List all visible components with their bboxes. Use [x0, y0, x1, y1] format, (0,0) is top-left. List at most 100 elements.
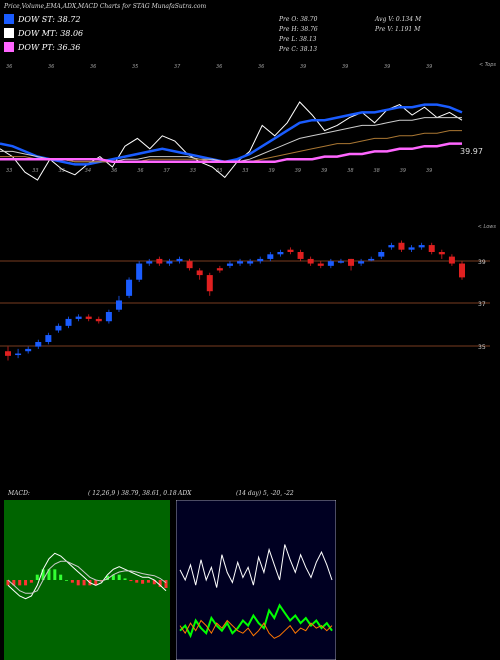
legend-dow-st: DOW ST: 38.72 — [4, 14, 80, 24]
macd-histogram-bar — [47, 569, 51, 580]
legend-dow-pt: DOW PT: 36.36 — [4, 42, 80, 52]
top-tick-label: 39 — [426, 64, 432, 70]
adx-panel — [176, 500, 336, 660]
bottom-tick-label: 33 — [242, 168, 248, 174]
candle-body — [277, 252, 284, 255]
macd-histogram-bar — [117, 574, 121, 580]
bottom-tick-label: 37 — [164, 168, 171, 174]
top-tick-label: 39 — [384, 64, 390, 70]
candle-body — [307, 258, 314, 264]
candle-body — [237, 261, 244, 264]
candle-body — [327, 261, 334, 266]
macd-histogram-bar — [141, 580, 145, 584]
macd-histogram-bar — [76, 580, 80, 586]
bottom-tick-label: 33 — [59, 168, 65, 174]
candle-body — [5, 351, 11, 356]
top-tick-label: 39 — [342, 64, 348, 70]
macd-title: MACD: — [8, 490, 30, 497]
stat-pre-volume: Pre V: 1.191 M — [375, 26, 421, 33]
candle-body — [105, 312, 112, 322]
macd-histogram-bar — [158, 580, 162, 587]
macd-series-line — [7, 560, 167, 594]
adx-series-line — [179, 619, 333, 639]
candle-body — [196, 270, 203, 276]
last-value-label: 39.97 — [460, 147, 483, 156]
macd-histogram-bar — [6, 580, 10, 586]
macd-histogram-bar — [65, 580, 69, 581]
candle-body — [226, 263, 233, 266]
bottom-tick-label: 33 — [6, 168, 12, 174]
top-tick-label: 39 — [300, 64, 306, 70]
top-tick-label: 35 — [132, 64, 138, 70]
macd-histogram-bar — [29, 580, 33, 583]
macd-histogram-bar — [70, 580, 74, 583]
bottom-tick-label: 39 — [400, 168, 406, 174]
adx-subtitle: (14 day) 5, -20, -22 — [236, 490, 294, 497]
macd-histogram-bar — [12, 580, 16, 586]
macd-histogram-bar — [82, 580, 86, 586]
macd-histogram-bar — [105, 575, 109, 580]
candle-body — [15, 353, 22, 356]
adx-title: ADX — [178, 490, 192, 497]
candle-body — [348, 258, 355, 266]
macd-histogram-bar — [135, 580, 139, 583]
macd-histogram-bar — [152, 580, 156, 585]
ema-series-line — [0, 117, 462, 163]
candle-body — [247, 261, 254, 264]
macd-histogram-bar — [24, 580, 28, 586]
bottom-tick-label: 36 — [111, 168, 117, 174]
candle-body — [156, 258, 163, 264]
candle-body — [186, 261, 193, 269]
legend-swatch-st — [4, 14, 14, 24]
legend-label-st: DOW ST: 38.72 — [18, 14, 81, 24]
bottom-tick-label: 33 — [32, 168, 38, 174]
legend-label-mt: DOW MT: 38.06 — [18, 28, 84, 38]
stat-close: Pre C: 38.13 — [279, 46, 318, 53]
macd-histogram-bar — [111, 574, 115, 580]
bottom-tick-label: 34 — [85, 168, 91, 174]
macd-histogram-bar — [164, 580, 168, 588]
candle-body — [35, 342, 42, 347]
candle-body — [206, 275, 213, 292]
bottom-tick-label: 33 — [190, 168, 196, 174]
bottom-tick-label: 38 — [347, 168, 353, 174]
candle-body — [75, 316, 82, 319]
legend-swatch-mt — [4, 28, 14, 38]
price-level-label-39: 39 — [478, 259, 486, 266]
bottom-tick-label: 39 — [321, 168, 327, 174]
stat-open: Pre O: 38.70 — [279, 16, 318, 23]
top-tick-label: 37 — [174, 64, 181, 70]
candle-body — [166, 261, 173, 264]
macd-histogram-bar — [35, 574, 39, 580]
top-tick-label: 36 — [90, 64, 96, 70]
ema-series-line — [0, 103, 463, 166]
macd-series-line — [7, 552, 167, 600]
stat-low: Pre L: 38.13 — [279, 36, 317, 43]
candle-body — [448, 256, 455, 264]
legend-dow-mt: DOW MT: 38.06 — [4, 28, 83, 38]
candle-body — [176, 258, 183, 262]
candle-body — [267, 254, 274, 259]
candle-body — [136, 263, 143, 280]
bottom-tick-label: 36 — [137, 168, 143, 174]
ema-series-line — [0, 101, 463, 181]
candle-body — [428, 245, 435, 252]
candle-body — [368, 258, 375, 261]
candle-body — [459, 263, 465, 278]
bottom-tick-label: 33 — [216, 168, 222, 174]
candle-body — [95, 318, 102, 322]
stat-avg-volume: Avg V: 0.134 M — [375, 16, 422, 23]
macd-histogram-bar — [41, 569, 45, 580]
macd-panel — [4, 500, 170, 660]
macd-subtitle: ( 12,26,9 ) 38.79, 38.61, 0.18 — [88, 490, 177, 497]
legend-swatch-pt — [4, 42, 14, 52]
macd-histogram-bar — [53, 569, 57, 580]
top-tick-label: 36 — [48, 64, 54, 70]
adx-series-line — [179, 603, 333, 639]
candle-body — [378, 252, 385, 257]
adx-series-line — [179, 544, 333, 588]
lows-corner-label: < Lows — [478, 224, 497, 230]
candle-body — [337, 261, 344, 263]
bottom-tick-label: 38 — [374, 168, 380, 174]
bottom-tick-label: 39 — [426, 168, 432, 174]
